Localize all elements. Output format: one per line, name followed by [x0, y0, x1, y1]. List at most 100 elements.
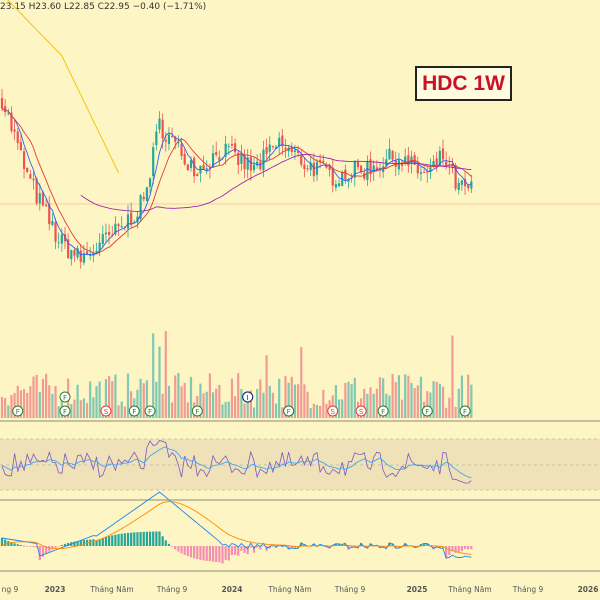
volume-bar — [372, 393, 375, 418]
x-tick-label: Tháng 9 — [512, 585, 544, 594]
candle-body — [435, 158, 438, 166]
event-marker — [191, 405, 203, 417]
volume-bar — [410, 383, 413, 418]
macd-histogram-bar — [284, 546, 287, 547]
macd-histogram-bar — [189, 546, 193, 558]
volume-bar — [123, 406, 126, 418]
volume-bar — [126, 373, 130, 418]
macd-histogram-bar — [152, 531, 155, 546]
macd-histogram-bar — [177, 546, 180, 552]
ohlc-readout: 23.15 H23.60 L22.85 C22.95 −0.40 (−1.71%… — [0, 2, 207, 12]
volume-bar — [278, 378, 281, 418]
macd-histogram-bar — [202, 546, 205, 561]
event-marker — [421, 405, 433, 417]
volume-bar — [243, 403, 246, 418]
volume-bar — [391, 373, 394, 418]
candle-body — [300, 155, 303, 165]
candle-body — [224, 143, 227, 157]
volume-bar — [82, 398, 85, 418]
macd-histogram-bar — [89, 539, 92, 546]
volume-bar — [234, 396, 237, 418]
volume-bar — [111, 381, 114, 418]
volume-bar — [38, 391, 41, 418]
macd-histogram-bar — [463, 546, 467, 549]
macd-histogram-bar — [158, 531, 161, 546]
volume-bar — [92, 397, 95, 418]
macd-histogram-bar — [385, 546, 388, 549]
candle-body — [312, 162, 315, 177]
volume-bar — [240, 389, 243, 418]
macd-histogram-bar — [290, 546, 293, 549]
candle-body — [331, 167, 334, 186]
rsi-pane — [0, 420, 600, 501]
candle-body — [467, 185, 470, 189]
volume-bar — [158, 346, 161, 418]
macd-histogram-bar — [48, 546, 51, 552]
macd-histogram-bar — [334, 543, 337, 546]
candle-body — [45, 205, 48, 207]
candle-body — [67, 239, 70, 258]
event-marker-label: F — [63, 394, 67, 402]
volume-bar — [457, 388, 460, 418]
candle-body — [98, 242, 101, 251]
volume-bar — [218, 384, 221, 418]
volume-bar — [312, 403, 315, 418]
volume-bar — [467, 374, 470, 418]
volume-bar — [221, 404, 224, 418]
candle-body — [353, 161, 356, 178]
volume-bar — [407, 375, 410, 418]
volume-bar — [252, 407, 256, 418]
event-marker-label: S — [104, 408, 109, 416]
volume-bar — [388, 395, 391, 418]
volume-bar — [202, 393, 205, 418]
macd-histogram-bar — [63, 543, 67, 546]
macd-histogram-bar — [391, 543, 394, 546]
volume-bar — [208, 373, 211, 418]
macd-histogram-bar — [438, 546, 441, 548]
candle-body — [243, 154, 246, 170]
candle-body — [155, 131, 158, 146]
volume-bar — [404, 374, 407, 418]
volume-bar — [432, 381, 435, 418]
volume-bar — [284, 376, 287, 418]
volume-bar — [117, 405, 120, 418]
macd-histogram-bar — [133, 532, 136, 546]
macd-histogram-bar — [445, 546, 448, 558]
candle-body — [208, 167, 211, 170]
macd-histogram-bar — [67, 542, 70, 546]
candle-body — [328, 167, 331, 170]
candle-body — [441, 148, 445, 160]
macd-histogram-bar — [451, 546, 454, 552]
macd-histogram-bar — [281, 546, 284, 548]
candle-body — [416, 164, 419, 174]
macd-histogram-bar — [262, 545, 265, 547]
volume-bar — [306, 391, 309, 418]
event-marker — [283, 405, 295, 417]
candle-body — [148, 178, 152, 187]
candle-body — [385, 159, 388, 166]
candle-body — [360, 165, 363, 173]
macd-histogram-bar — [130, 532, 133, 546]
volume-bar — [322, 389, 325, 418]
candle-body — [48, 204, 51, 225]
volume-bar — [319, 405, 322, 418]
volume-bar — [293, 384, 297, 418]
candle-body — [60, 234, 63, 244]
volume-bar — [114, 374, 117, 418]
volume-bar — [334, 385, 337, 418]
volume-bar — [287, 382, 290, 418]
volume-bar — [35, 374, 38, 418]
volume-bar — [10, 395, 13, 418]
candle-body — [158, 118, 161, 130]
macd-histogram-bar — [161, 536, 164, 546]
volume-bar — [130, 391, 133, 418]
x-tick-label: 2025 — [407, 585, 428, 594]
volume-bar — [152, 333, 155, 418]
macd-histogram-bar — [32, 546, 35, 548]
macd-line — [1, 491, 472, 559]
rsi-signal-line — [1, 446, 472, 479]
rsi-line — [1, 440, 472, 484]
candle-body — [265, 147, 268, 154]
candle-body — [429, 167, 432, 172]
